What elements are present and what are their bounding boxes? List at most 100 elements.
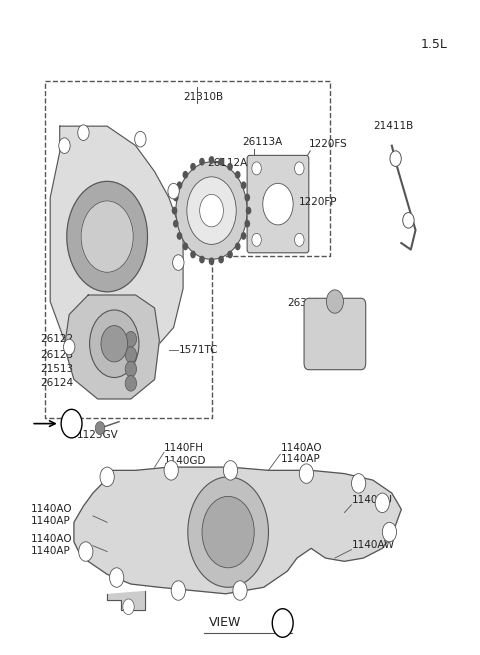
Circle shape: [227, 251, 233, 258]
FancyBboxPatch shape: [247, 155, 309, 253]
Circle shape: [100, 467, 114, 487]
Circle shape: [326, 290, 343, 313]
Text: 21513: 21513: [41, 364, 74, 374]
Circle shape: [176, 162, 247, 259]
Circle shape: [173, 255, 184, 271]
Text: 1140AP: 1140AP: [31, 516, 71, 526]
Circle shape: [375, 493, 389, 513]
Text: VIEW: VIEW: [209, 616, 241, 629]
Circle shape: [199, 158, 205, 166]
Text: 1140AO: 1140AO: [31, 534, 73, 544]
Circle shape: [101, 326, 128, 362]
Circle shape: [96, 422, 105, 435]
Circle shape: [295, 162, 304, 175]
Text: 1140AU: 1140AU: [351, 495, 393, 505]
Polygon shape: [74, 467, 401, 594]
Circle shape: [182, 242, 188, 250]
Circle shape: [173, 220, 179, 227]
Circle shape: [123, 599, 134, 614]
Text: 26123: 26123: [41, 350, 74, 360]
Text: 1140AO: 1140AO: [280, 443, 322, 453]
Circle shape: [218, 158, 224, 166]
Circle shape: [188, 477, 268, 588]
Circle shape: [168, 183, 179, 199]
Circle shape: [383, 522, 396, 542]
Polygon shape: [107, 591, 145, 610]
Circle shape: [295, 233, 304, 246]
Polygon shape: [50, 126, 183, 373]
Circle shape: [235, 171, 240, 179]
Circle shape: [209, 156, 215, 164]
Circle shape: [59, 138, 70, 153]
Circle shape: [125, 362, 137, 377]
Circle shape: [351, 474, 366, 493]
Circle shape: [81, 201, 133, 272]
Circle shape: [171, 581, 185, 600]
Circle shape: [109, 568, 124, 588]
Text: 21310B: 21310B: [183, 92, 223, 102]
Text: 21313: 21313: [261, 197, 294, 207]
Circle shape: [135, 132, 146, 147]
Polygon shape: [64, 295, 159, 399]
Circle shape: [252, 233, 261, 246]
Circle shape: [125, 347, 137, 363]
Text: 26124: 26124: [41, 379, 74, 388]
Circle shape: [125, 375, 137, 391]
Text: 21411B: 21411B: [373, 121, 413, 131]
Circle shape: [172, 207, 178, 214]
FancyBboxPatch shape: [304, 298, 366, 369]
Circle shape: [187, 177, 236, 244]
Text: 1571TC: 1571TC: [179, 345, 218, 355]
Circle shape: [190, 163, 196, 170]
Circle shape: [125, 331, 137, 347]
Circle shape: [173, 194, 179, 201]
Circle shape: [199, 255, 205, 263]
Circle shape: [177, 232, 182, 240]
Circle shape: [244, 220, 250, 227]
Circle shape: [300, 464, 313, 483]
Text: A: A: [68, 419, 75, 428]
Circle shape: [233, 581, 247, 600]
Circle shape: [177, 181, 182, 189]
Text: 26113A: 26113A: [242, 138, 283, 147]
Text: 1220FP: 1220FP: [300, 197, 338, 207]
Circle shape: [164, 460, 179, 480]
Circle shape: [246, 207, 252, 214]
Circle shape: [202, 496, 254, 568]
Circle shape: [241, 232, 246, 240]
Circle shape: [61, 409, 82, 438]
Circle shape: [90, 310, 139, 377]
Text: 1140AP: 1140AP: [280, 455, 320, 464]
Circle shape: [252, 162, 261, 175]
Text: A: A: [279, 618, 287, 628]
Text: 1140GD: 1140GD: [164, 456, 206, 466]
Text: 1140FH: 1140FH: [164, 443, 204, 453]
Circle shape: [200, 195, 223, 227]
Circle shape: [223, 460, 238, 480]
Text: 1.5L: 1.5L: [420, 39, 447, 52]
Circle shape: [209, 257, 215, 265]
Text: 26112A: 26112A: [207, 159, 247, 168]
Circle shape: [403, 213, 414, 228]
Circle shape: [67, 181, 147, 291]
Text: 26300: 26300: [288, 299, 320, 309]
Circle shape: [263, 183, 293, 225]
Circle shape: [272, 608, 293, 637]
Circle shape: [182, 171, 188, 179]
Circle shape: [241, 181, 246, 189]
Circle shape: [79, 542, 93, 561]
Text: 1123GV: 1123GV: [76, 430, 118, 440]
Text: 1140AW: 1140AW: [351, 540, 395, 550]
Circle shape: [78, 125, 89, 140]
Text: 26122: 26122: [41, 334, 74, 344]
Circle shape: [218, 255, 224, 263]
Circle shape: [63, 339, 75, 355]
Circle shape: [244, 194, 250, 201]
Circle shape: [235, 242, 240, 250]
Circle shape: [227, 163, 233, 170]
Text: 1220FS: 1220FS: [309, 140, 348, 149]
Text: 1140AO: 1140AO: [31, 504, 73, 514]
Circle shape: [190, 251, 196, 258]
Text: 1140AP: 1140AP: [31, 546, 71, 556]
Circle shape: [390, 151, 401, 166]
